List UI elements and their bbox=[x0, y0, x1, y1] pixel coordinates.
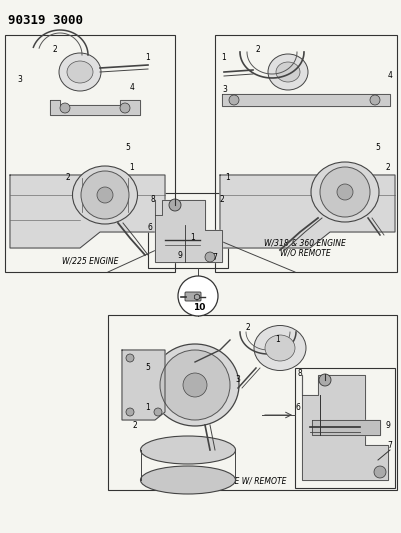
Ellipse shape bbox=[268, 54, 308, 90]
Text: 7: 7 bbox=[387, 440, 393, 449]
Circle shape bbox=[160, 350, 230, 420]
Text: 90319 3000: 90319 3000 bbox=[8, 14, 83, 27]
Text: 7: 7 bbox=[213, 254, 217, 262]
Text: 1: 1 bbox=[275, 335, 280, 344]
Circle shape bbox=[81, 171, 129, 219]
Text: 3: 3 bbox=[235, 376, 241, 384]
Text: 9: 9 bbox=[386, 421, 391, 430]
Text: 9: 9 bbox=[178, 251, 182, 260]
Text: 2: 2 bbox=[66, 174, 70, 182]
Ellipse shape bbox=[276, 62, 300, 82]
Ellipse shape bbox=[59, 53, 101, 91]
Text: 1: 1 bbox=[190, 233, 195, 243]
Circle shape bbox=[120, 103, 130, 113]
Text: 5: 5 bbox=[146, 364, 150, 373]
Circle shape bbox=[154, 408, 162, 416]
Text: 1: 1 bbox=[226, 174, 231, 182]
Ellipse shape bbox=[254, 326, 306, 370]
Text: 360 ENGINE W/ REMOTE: 360 ENGINE W/ REMOTE bbox=[193, 476, 287, 485]
Polygon shape bbox=[222, 94, 390, 106]
Text: 5: 5 bbox=[126, 143, 130, 152]
Text: 3: 3 bbox=[223, 85, 227, 94]
Bar bbox=[108, 315, 397, 490]
Polygon shape bbox=[312, 420, 380, 435]
Polygon shape bbox=[50, 100, 140, 115]
Text: 1: 1 bbox=[146, 403, 150, 413]
Text: 6: 6 bbox=[296, 403, 300, 413]
Polygon shape bbox=[220, 175, 395, 248]
Text: 2: 2 bbox=[246, 324, 250, 333]
Bar bbox=[295, 368, 395, 488]
Circle shape bbox=[374, 466, 386, 478]
Circle shape bbox=[370, 95, 380, 105]
Text: 2: 2 bbox=[255, 45, 260, 54]
Ellipse shape bbox=[265, 335, 295, 361]
Polygon shape bbox=[10, 175, 165, 248]
Text: 1: 1 bbox=[222, 53, 227, 62]
Polygon shape bbox=[302, 375, 388, 480]
Text: 10: 10 bbox=[193, 303, 205, 312]
Text: W/318 & 360 ENGINE
W/O REMOTE: W/318 & 360 ENGINE W/O REMOTE bbox=[264, 239, 346, 258]
Circle shape bbox=[60, 103, 70, 113]
Text: 4: 4 bbox=[387, 70, 393, 79]
Circle shape bbox=[126, 408, 134, 416]
Circle shape bbox=[178, 276, 218, 316]
Circle shape bbox=[320, 167, 370, 217]
Text: 5: 5 bbox=[376, 143, 381, 152]
Bar bbox=[148, 193, 228, 268]
Ellipse shape bbox=[311, 162, 379, 222]
Circle shape bbox=[319, 374, 331, 386]
Circle shape bbox=[229, 95, 239, 105]
Text: 6: 6 bbox=[148, 223, 152, 232]
Bar bbox=[5, 35, 175, 272]
Text: 2: 2 bbox=[53, 45, 57, 54]
Text: W/225 ENGINE: W/225 ENGINE bbox=[62, 257, 118, 266]
Ellipse shape bbox=[151, 344, 239, 426]
Text: 1: 1 bbox=[146, 53, 150, 62]
FancyBboxPatch shape bbox=[185, 292, 201, 301]
Ellipse shape bbox=[140, 436, 235, 464]
Circle shape bbox=[97, 187, 113, 203]
Text: 2: 2 bbox=[133, 421, 138, 430]
Polygon shape bbox=[122, 350, 165, 420]
Text: 3: 3 bbox=[18, 76, 22, 85]
Text: 8: 8 bbox=[298, 368, 302, 377]
Ellipse shape bbox=[67, 61, 93, 83]
Text: 8: 8 bbox=[151, 196, 155, 205]
Text: 4: 4 bbox=[130, 84, 134, 93]
Text: 2: 2 bbox=[386, 164, 391, 173]
Circle shape bbox=[337, 184, 353, 200]
Circle shape bbox=[126, 354, 134, 362]
Ellipse shape bbox=[73, 166, 138, 224]
Polygon shape bbox=[155, 200, 222, 262]
Text: 1: 1 bbox=[130, 164, 134, 173]
Text: 2: 2 bbox=[220, 196, 225, 205]
Ellipse shape bbox=[140, 466, 235, 494]
Circle shape bbox=[183, 373, 207, 397]
Bar bbox=[215, 35, 397, 272]
Circle shape bbox=[205, 252, 215, 262]
Circle shape bbox=[169, 199, 181, 211]
